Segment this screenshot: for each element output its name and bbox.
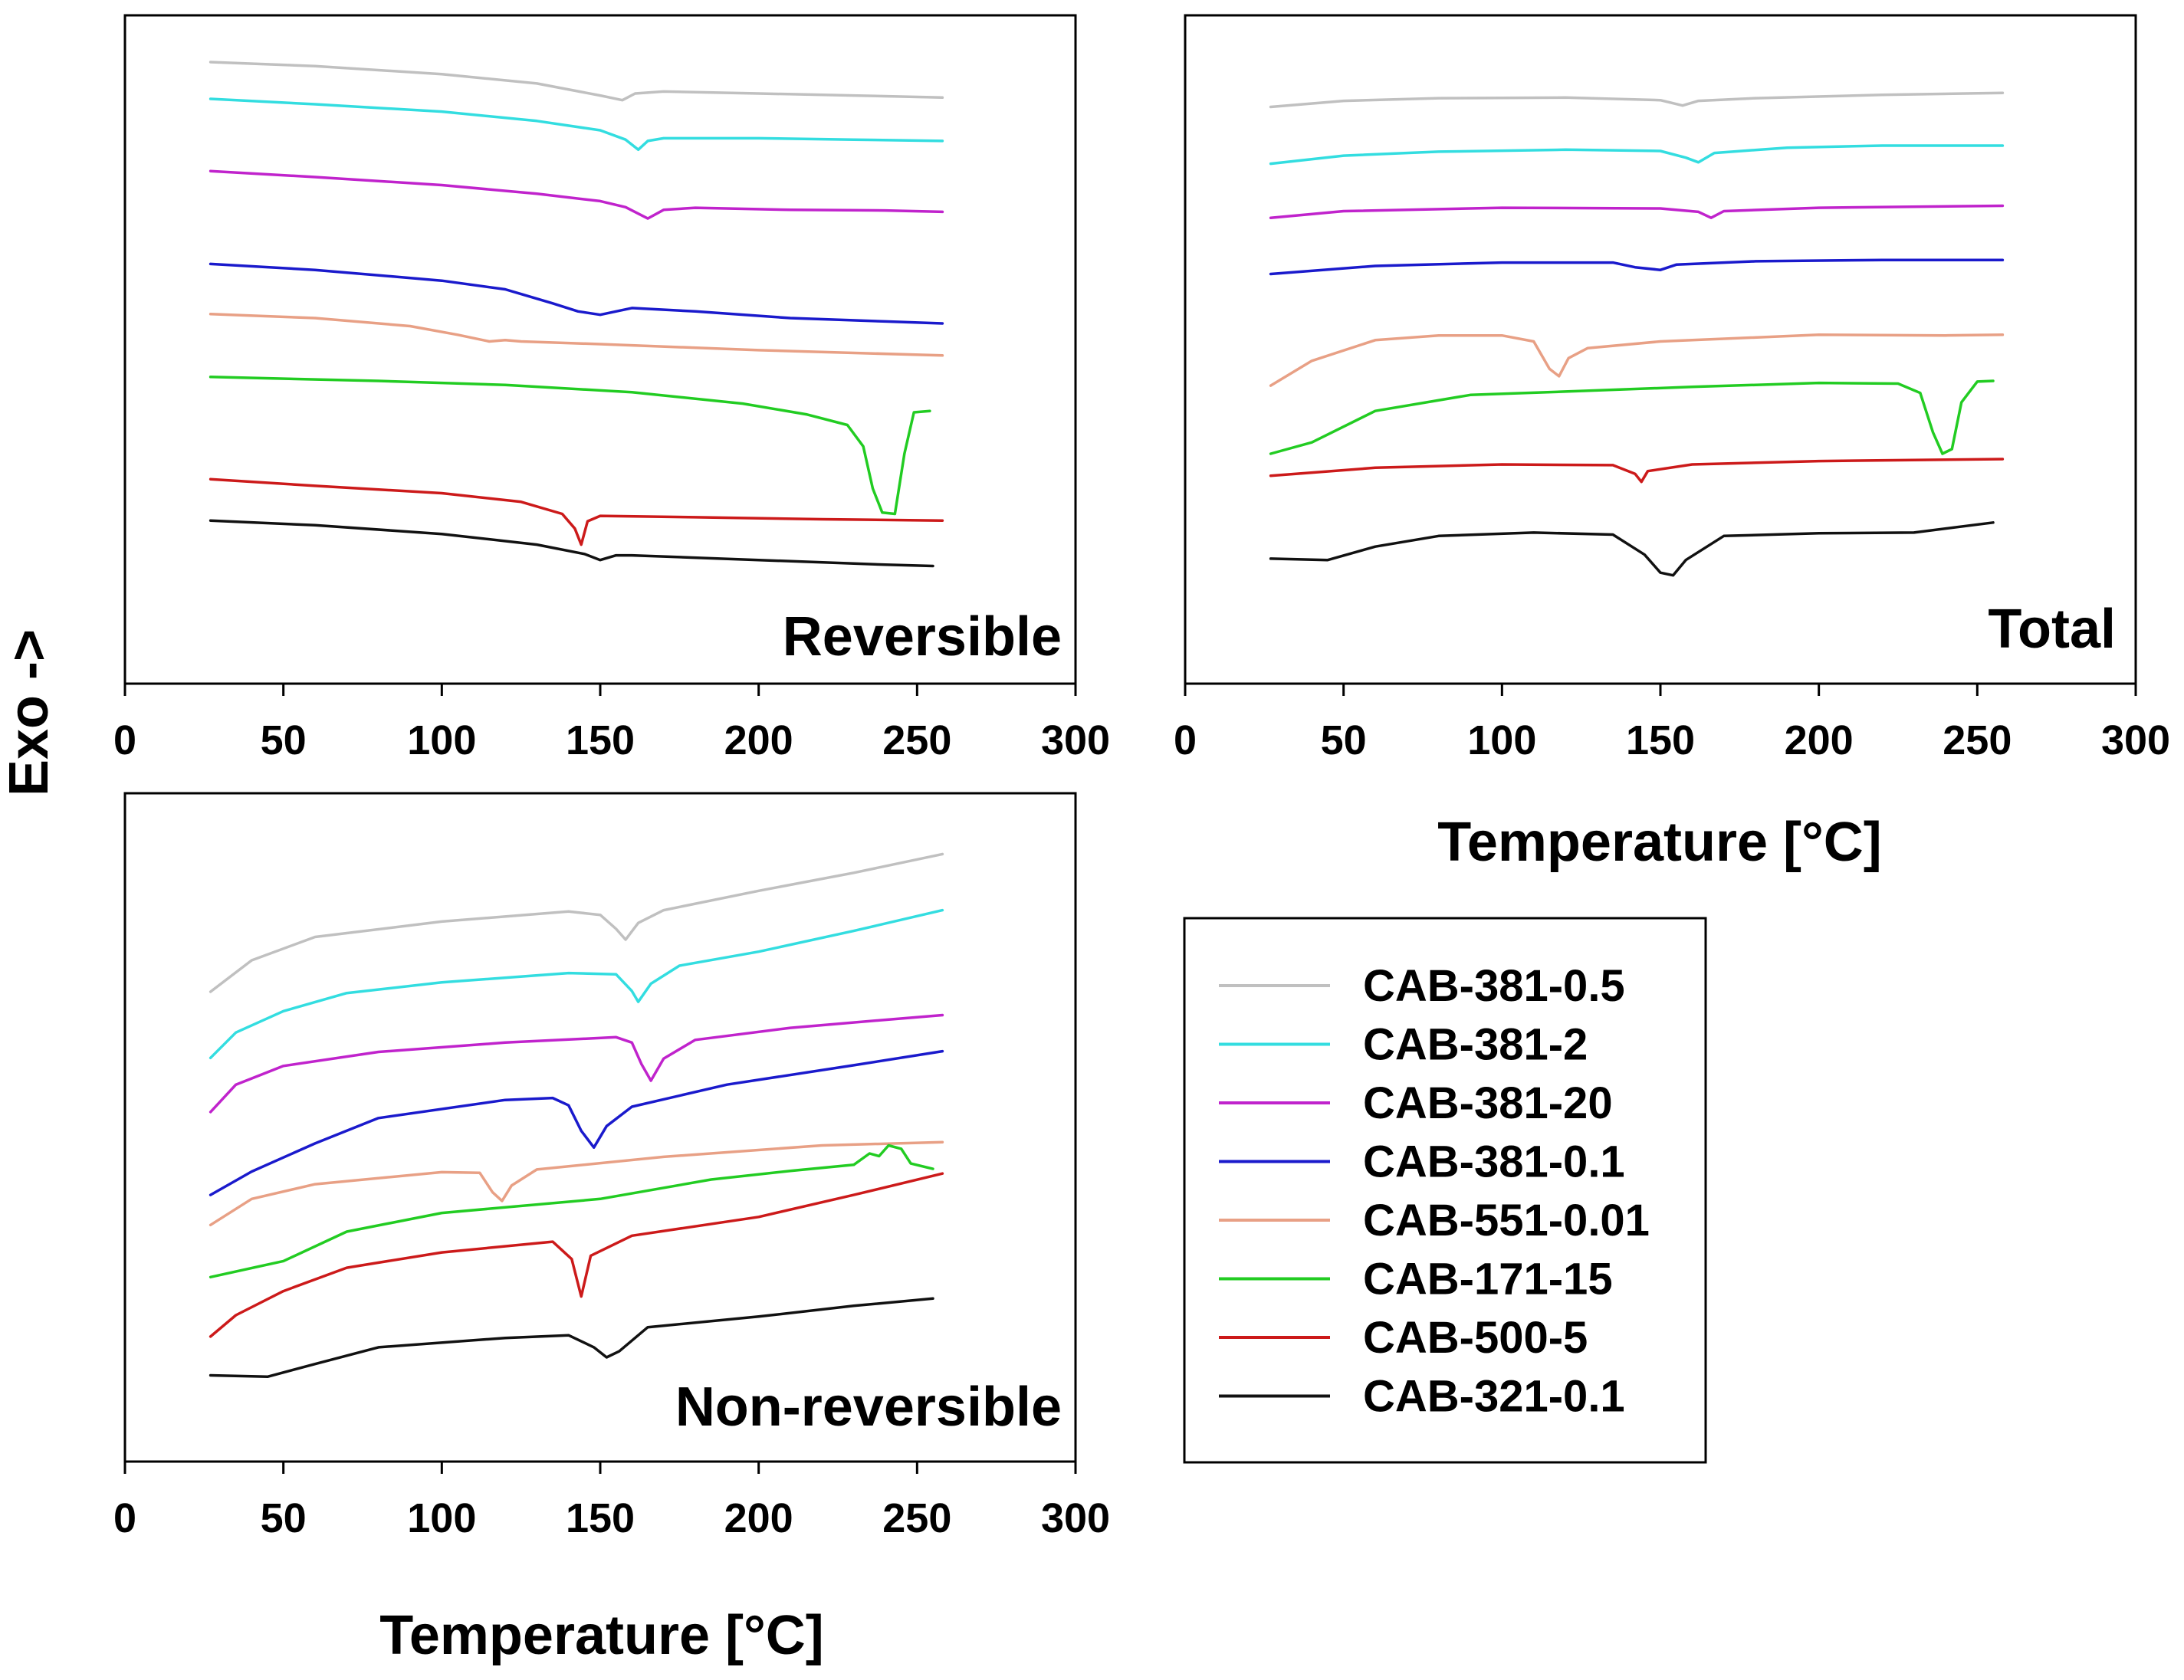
x-tick-label: 200: [1785, 717, 1854, 763]
series-line-cab-381-20: [1269, 204, 2005, 219]
x-tick-label: 300: [1041, 717, 1110, 763]
legend-box: [1183, 917, 1707, 1464]
series-line-cab-551-0-01: [209, 1140, 944, 1227]
x-tick-label: 150: [566, 717, 635, 763]
series-line-cab-381-2: [209, 97, 944, 152]
x-tick-label: 250: [882, 1495, 951, 1541]
panel-non-reversible: 0 50 100 150 200 250 300 Non-reversible: [113, 792, 1110, 1541]
legend-label: CAB-551-0.01: [1363, 1196, 1650, 1245]
series-line-cab-551-0-01: [209, 313, 944, 357]
series-line-cab-381-2: [1269, 144, 2005, 166]
series-line-cab-500-5: [1269, 458, 2005, 484]
panel-total: 0 50 100 150 200 250 300 Total: [1174, 14, 2170, 763]
x-tick-label: 250: [882, 717, 951, 763]
x-tick-label: 100: [1467, 717, 1536, 763]
panel-label: Non-reversible: [675, 1376, 1062, 1438]
legend-label: CAB-381-0.5: [1363, 961, 1625, 1011]
series-line-cab-500-5: [209, 1172, 944, 1338]
x-axis-title-top: Temperature [°C]: [1437, 812, 1882, 873]
x-tick-label: 200: [724, 717, 793, 763]
series-line-cab-321-0-1: [1269, 521, 1995, 577]
legend-label: CAB-321-0.1: [1363, 1372, 1625, 1422]
x-tick-label: 200: [724, 1495, 793, 1541]
x-tick-label: 300: [1041, 1495, 1110, 1541]
x-tick-label: 250: [1943, 717, 2012, 763]
x-tick-label: 50: [261, 1495, 307, 1541]
x-tick-label: 300: [2101, 717, 2170, 763]
x-tick-label: 150: [1626, 717, 1695, 763]
x-tick-label: 50: [261, 717, 307, 763]
legend-label: CAB-381-2: [1363, 1020, 1588, 1070]
x-axis-title-bottom: Temperature [°C]: [379, 1605, 824, 1666]
series-line-cab-321-0-1: [209, 1297, 934, 1379]
x-tick-label: 0: [113, 717, 136, 763]
x-tick-label: 100: [407, 717, 476, 763]
series-line-cab-381-2: [209, 908, 944, 1060]
series-line-cab-381-0-1: [209, 1049, 944, 1196]
x-tick-label: 50: [1321, 717, 1367, 763]
x-tick-label: 150: [566, 1495, 635, 1541]
panel-label: Total: [1988, 599, 2116, 660]
series-line-cab-321-0-1: [209, 519, 934, 568]
x-tick-label: 100: [407, 1495, 476, 1541]
series-line-cab-500-5: [209, 477, 944, 546]
legend-label: CAB-171-15: [1363, 1255, 1613, 1304]
series-line-cab-381-20: [209, 169, 944, 220]
series-line-cab-381-0-1: [1269, 258, 2005, 276]
y-axis-title: Exo ->: [0, 629, 60, 796]
panel-label: Reversible: [783, 606, 1062, 668]
series-line-cab-381-0-1: [209, 262, 944, 325]
series-line-cab-171-15: [209, 376, 931, 516]
series-line-cab-551-0-01: [1269, 333, 2005, 387]
series-line-cab-381-0-5: [209, 852, 944, 993]
legend-label: CAB-381-20: [1363, 1078, 1613, 1128]
series-line-cab-381-0-5: [209, 61, 944, 102]
legend-label: CAB-500-5: [1363, 1313, 1588, 1363]
panel-reversible: 0 50 100 150 200 250 300 Reversible: [113, 14, 1110, 763]
legend-label: CAB-381-0.1: [1363, 1137, 1625, 1187]
series-line-cab-381-20: [209, 1013, 944, 1114]
legend: CAB-381-0.5 CAB-381-2 CAB-381-20 CAB-381-0.…: [1183, 917, 1707, 1464]
x-tick-label: 0: [1174, 717, 1197, 763]
series-line-cab-381-0-5: [1269, 91, 2005, 109]
series-line-cab-171-15: [1269, 379, 1995, 455]
series-line-cab-171-15: [209, 1144, 934, 1279]
x-tick-label: 0: [113, 1495, 136, 1541]
